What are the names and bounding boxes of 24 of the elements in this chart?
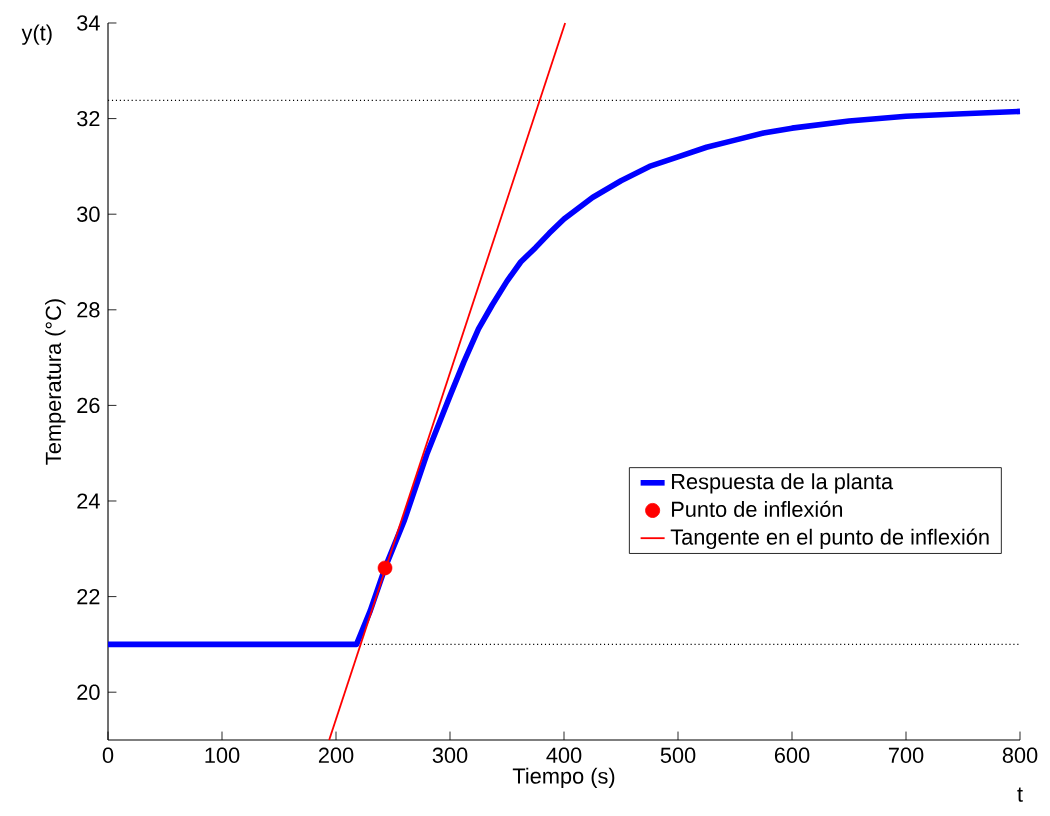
legend-label: Tangente en el punto de inflexión	[670, 528, 989, 550]
x-tick-label: 700	[888, 747, 924, 763]
text: t	[1017, 787, 1023, 802]
x-tick-label: 100	[205, 747, 240, 763]
y-tick-label: 28	[77, 302, 100, 318]
x-tick-label: 500	[660, 747, 696, 763]
y-tick-label: 22	[77, 588, 100, 605]
x-tick-label: 0	[102, 747, 114, 763]
legend-label: Punto de inflexión	[672, 500, 843, 518]
x-tick-label: 600	[774, 747, 810, 763]
y-tick-label: 20	[77, 684, 100, 700]
x-tick-label: 200	[318, 747, 354, 763]
y-tick-label: 26	[77, 397, 100, 414]
x-tick-label: 300	[432, 747, 468, 763]
legend-label: Respuesta de la planta	[672, 473, 894, 494]
x-axis-title: Tiempo (s)	[512, 767, 615, 789]
y-tick-label: 32	[77, 110, 100, 127]
x-tick-label: 800	[1002, 747, 1038, 763]
y-tick-label: 24	[77, 493, 100, 509]
x-tick-label: 400	[546, 747, 582, 763]
text: y(t)	[21, 24, 52, 45]
y-tick-label: 30	[77, 206, 100, 222]
y-tick-label: 34	[77, 15, 100, 31]
y-axis-title: Temperatura (°C)	[45, 299, 66, 465]
